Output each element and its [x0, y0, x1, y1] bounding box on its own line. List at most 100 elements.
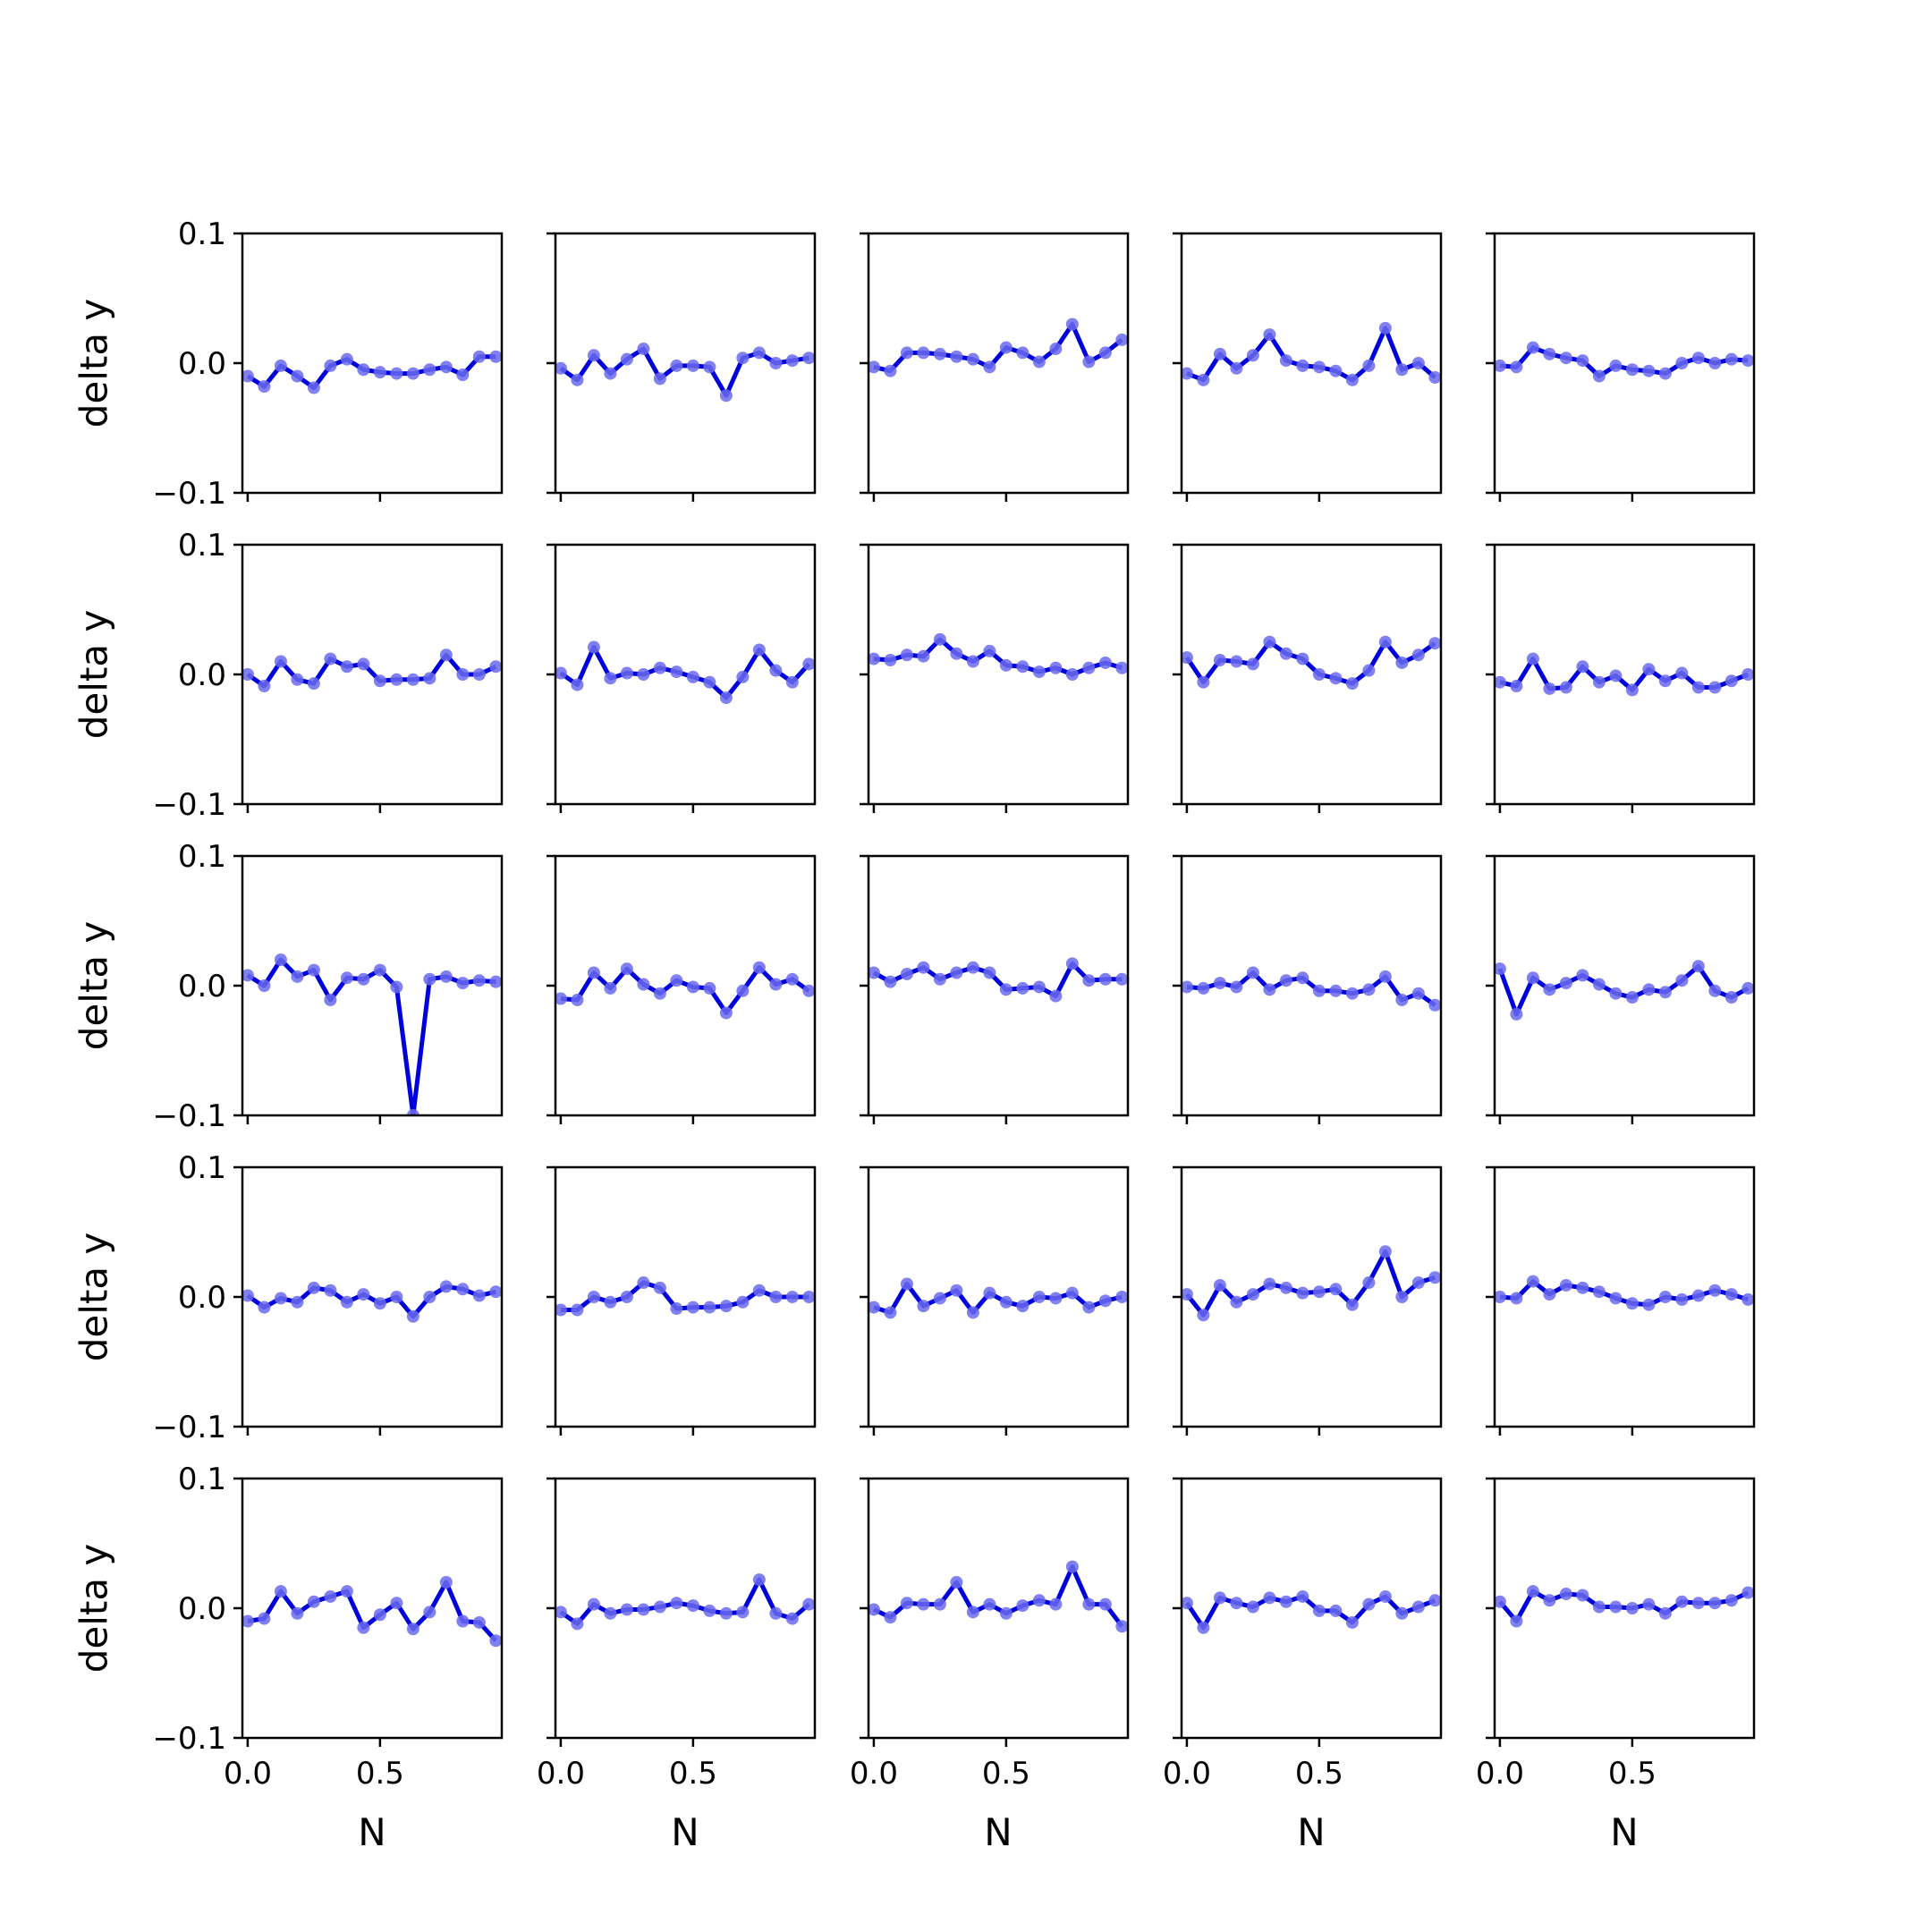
data-point	[1016, 981, 1030, 995]
data-point	[686, 670, 699, 683]
data-point	[555, 1606, 567, 1619]
data-point	[571, 678, 584, 691]
data-point	[1378, 1589, 1392, 1603]
data-point	[719, 1606, 733, 1620]
data-point	[1495, 359, 1506, 372]
data-point	[950, 350, 963, 363]
data-point	[1378, 635, 1392, 648]
data-point	[950, 966, 963, 979]
data-point	[274, 1585, 287, 1598]
data-point	[917, 346, 930, 360]
data-point	[1495, 1291, 1506, 1303]
data-point	[390, 367, 403, 380]
data-point	[1543, 983, 1556, 996]
data-point	[1296, 1286, 1309, 1300]
data-point	[1329, 1283, 1343, 1296]
data-point	[1279, 647, 1292, 660]
data-point	[1741, 354, 1754, 368]
data-point	[439, 648, 453, 662]
data-point	[719, 1300, 733, 1313]
data-point	[242, 1289, 254, 1302]
data-point	[423, 972, 436, 986]
panel-1-1: −0.1 0.0 0.1 delta y	[72, 216, 504, 512]
data-point	[869, 1301, 880, 1314]
data-point	[736, 1606, 750, 1619]
data-point	[1625, 363, 1639, 377]
data-point	[1263, 1591, 1276, 1605]
data-point	[1428, 370, 1441, 384]
data-point	[1395, 993, 1409, 1006]
data-point	[1197, 675, 1210, 689]
data-point	[1642, 1298, 1656, 1311]
data-point	[604, 367, 617, 380]
data-point	[1378, 321, 1392, 335]
data-point	[1082, 661, 1096, 674]
x-tick-label: 0.5	[669, 1756, 717, 1792]
data-point	[1230, 655, 1243, 668]
data-point	[999, 341, 1013, 354]
data-point	[1526, 341, 1539, 354]
data-point	[802, 657, 815, 671]
panel-3-2	[547, 854, 817, 1124]
y-tick-label: 0.0	[178, 1280, 226, 1316]
data-point	[423, 1291, 436, 1303]
data-point	[1115, 1291, 1128, 1303]
data-point	[1724, 674, 1738, 688]
data-point	[1592, 1600, 1606, 1614]
data-point	[1312, 984, 1326, 997]
y-tick-label: −0.1	[152, 1721, 226, 1757]
data-point	[1708, 1284, 1722, 1297]
data-point	[1082, 1597, 1096, 1611]
data-point	[423, 363, 436, 377]
panel-data	[242, 1576, 502, 1648]
data-point	[637, 668, 650, 681]
series-line	[246, 652, 497, 689]
data-point	[950, 647, 963, 660]
data-point	[456, 1614, 470, 1628]
data-point	[670, 359, 683, 372]
data-point	[1016, 346, 1030, 360]
data-point	[357, 363, 370, 377]
data-point	[1329, 672, 1343, 685]
data-point	[884, 1611, 897, 1624]
series-line	[873, 322, 1123, 374]
panel-data	[555, 1276, 815, 1317]
data-point	[1411, 1276, 1425, 1290]
data-point	[324, 359, 337, 372]
series-line	[873, 637, 1123, 677]
data-point	[1495, 675, 1506, 689]
panel-frame	[1493, 1165, 1756, 1428]
panel-data	[1182, 1589, 1441, 1634]
data-point	[1658, 986, 1672, 999]
data-point	[1543, 682, 1556, 695]
data-point	[1395, 363, 1409, 377]
data-point	[933, 1597, 946, 1611]
data-point	[1395, 656, 1409, 669]
panel-1-2	[547, 232, 817, 502]
data-point	[620, 962, 633, 976]
data-point	[1246, 657, 1259, 671]
data-point	[587, 349, 600, 362]
panel-4-3	[860, 1165, 1130, 1436]
data-point	[1543, 1594, 1556, 1607]
data-point	[439, 970, 453, 983]
y-axis-label: delta y	[72, 610, 116, 740]
data-point	[456, 369, 470, 382]
data-point	[670, 974, 683, 987]
data-point	[1691, 681, 1705, 694]
series-line	[1186, 326, 1436, 383]
data-point	[489, 975, 502, 988]
data-point	[917, 961, 930, 974]
panel-3-4	[1173, 854, 1443, 1124]
data-point	[1016, 660, 1030, 674]
data-point	[1543, 1288, 1556, 1301]
data-point	[1213, 1278, 1226, 1292]
series-line	[1499, 657, 1750, 692]
data-point	[1658, 674, 1672, 688]
data-point	[999, 1606, 1013, 1620]
data-point	[604, 1606, 617, 1620]
data-point	[373, 366, 386, 379]
data-point	[307, 381, 320, 394]
series-line	[1499, 1279, 1750, 1308]
data-point	[637, 1603, 650, 1616]
